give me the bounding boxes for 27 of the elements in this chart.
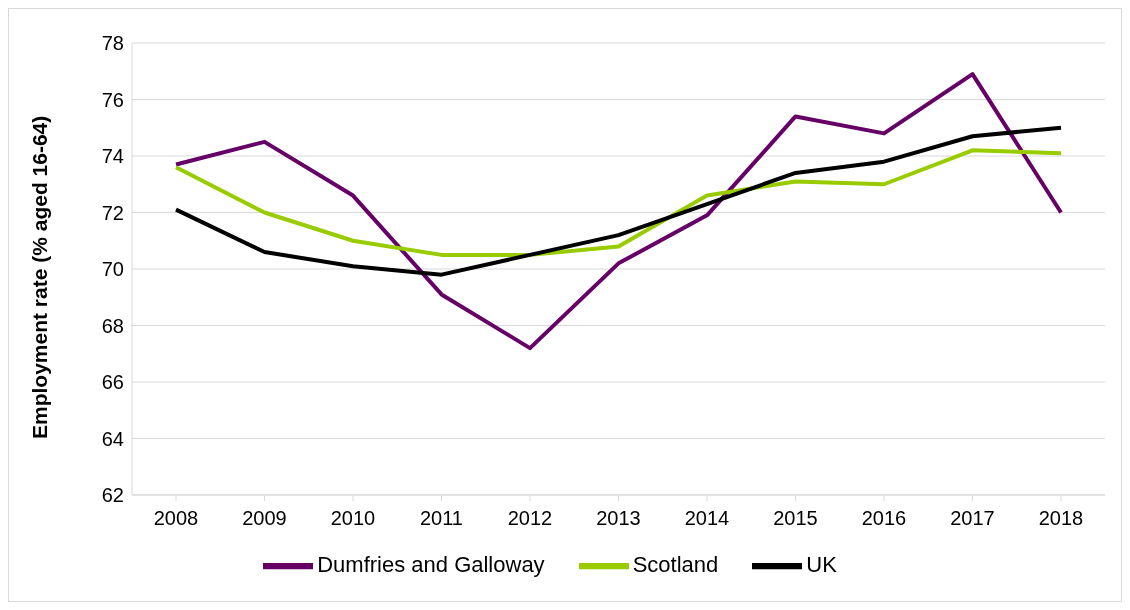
x-tick-label: 2018 [1038,507,1084,530]
y-tick-label: 74 [101,145,124,168]
y-tick-label: 66 [101,371,124,394]
x-tick-label: 2017 [950,507,995,530]
legend-label: Dumfries and Galloway [317,551,545,577]
y-tick-label: 62 [101,484,124,507]
line-series [174,125,1063,277]
x-tick-label: 2012 [507,507,553,530]
x-tick-label: 2013 [596,507,641,530]
legend-label: UK [806,551,837,577]
x-tick-label: 2009 [242,507,287,530]
line-series [174,72,1063,351]
x-tick-label: 2016 [861,507,907,530]
x-tick-label: 2015 [773,507,818,530]
y-tick-label: 78 [101,32,124,55]
y-tick-label: 76 [101,88,124,111]
x-tick-label: 2008 [153,507,199,530]
y-tick-label: 68 [101,314,124,337]
x-tick-label: 2010 [330,507,376,530]
line-series [174,148,1063,257]
y-axis-title: Employment rate (% aged 16-64) [28,115,52,439]
y-tick-label: 70 [101,258,124,281]
y-tick-label: 72 [101,201,124,224]
legend-label: Scotland [632,551,719,577]
y-tick-label: 64 [101,427,124,450]
x-tick-label: 2014 [684,507,730,530]
x-tick-label: 2011 [419,507,464,530]
